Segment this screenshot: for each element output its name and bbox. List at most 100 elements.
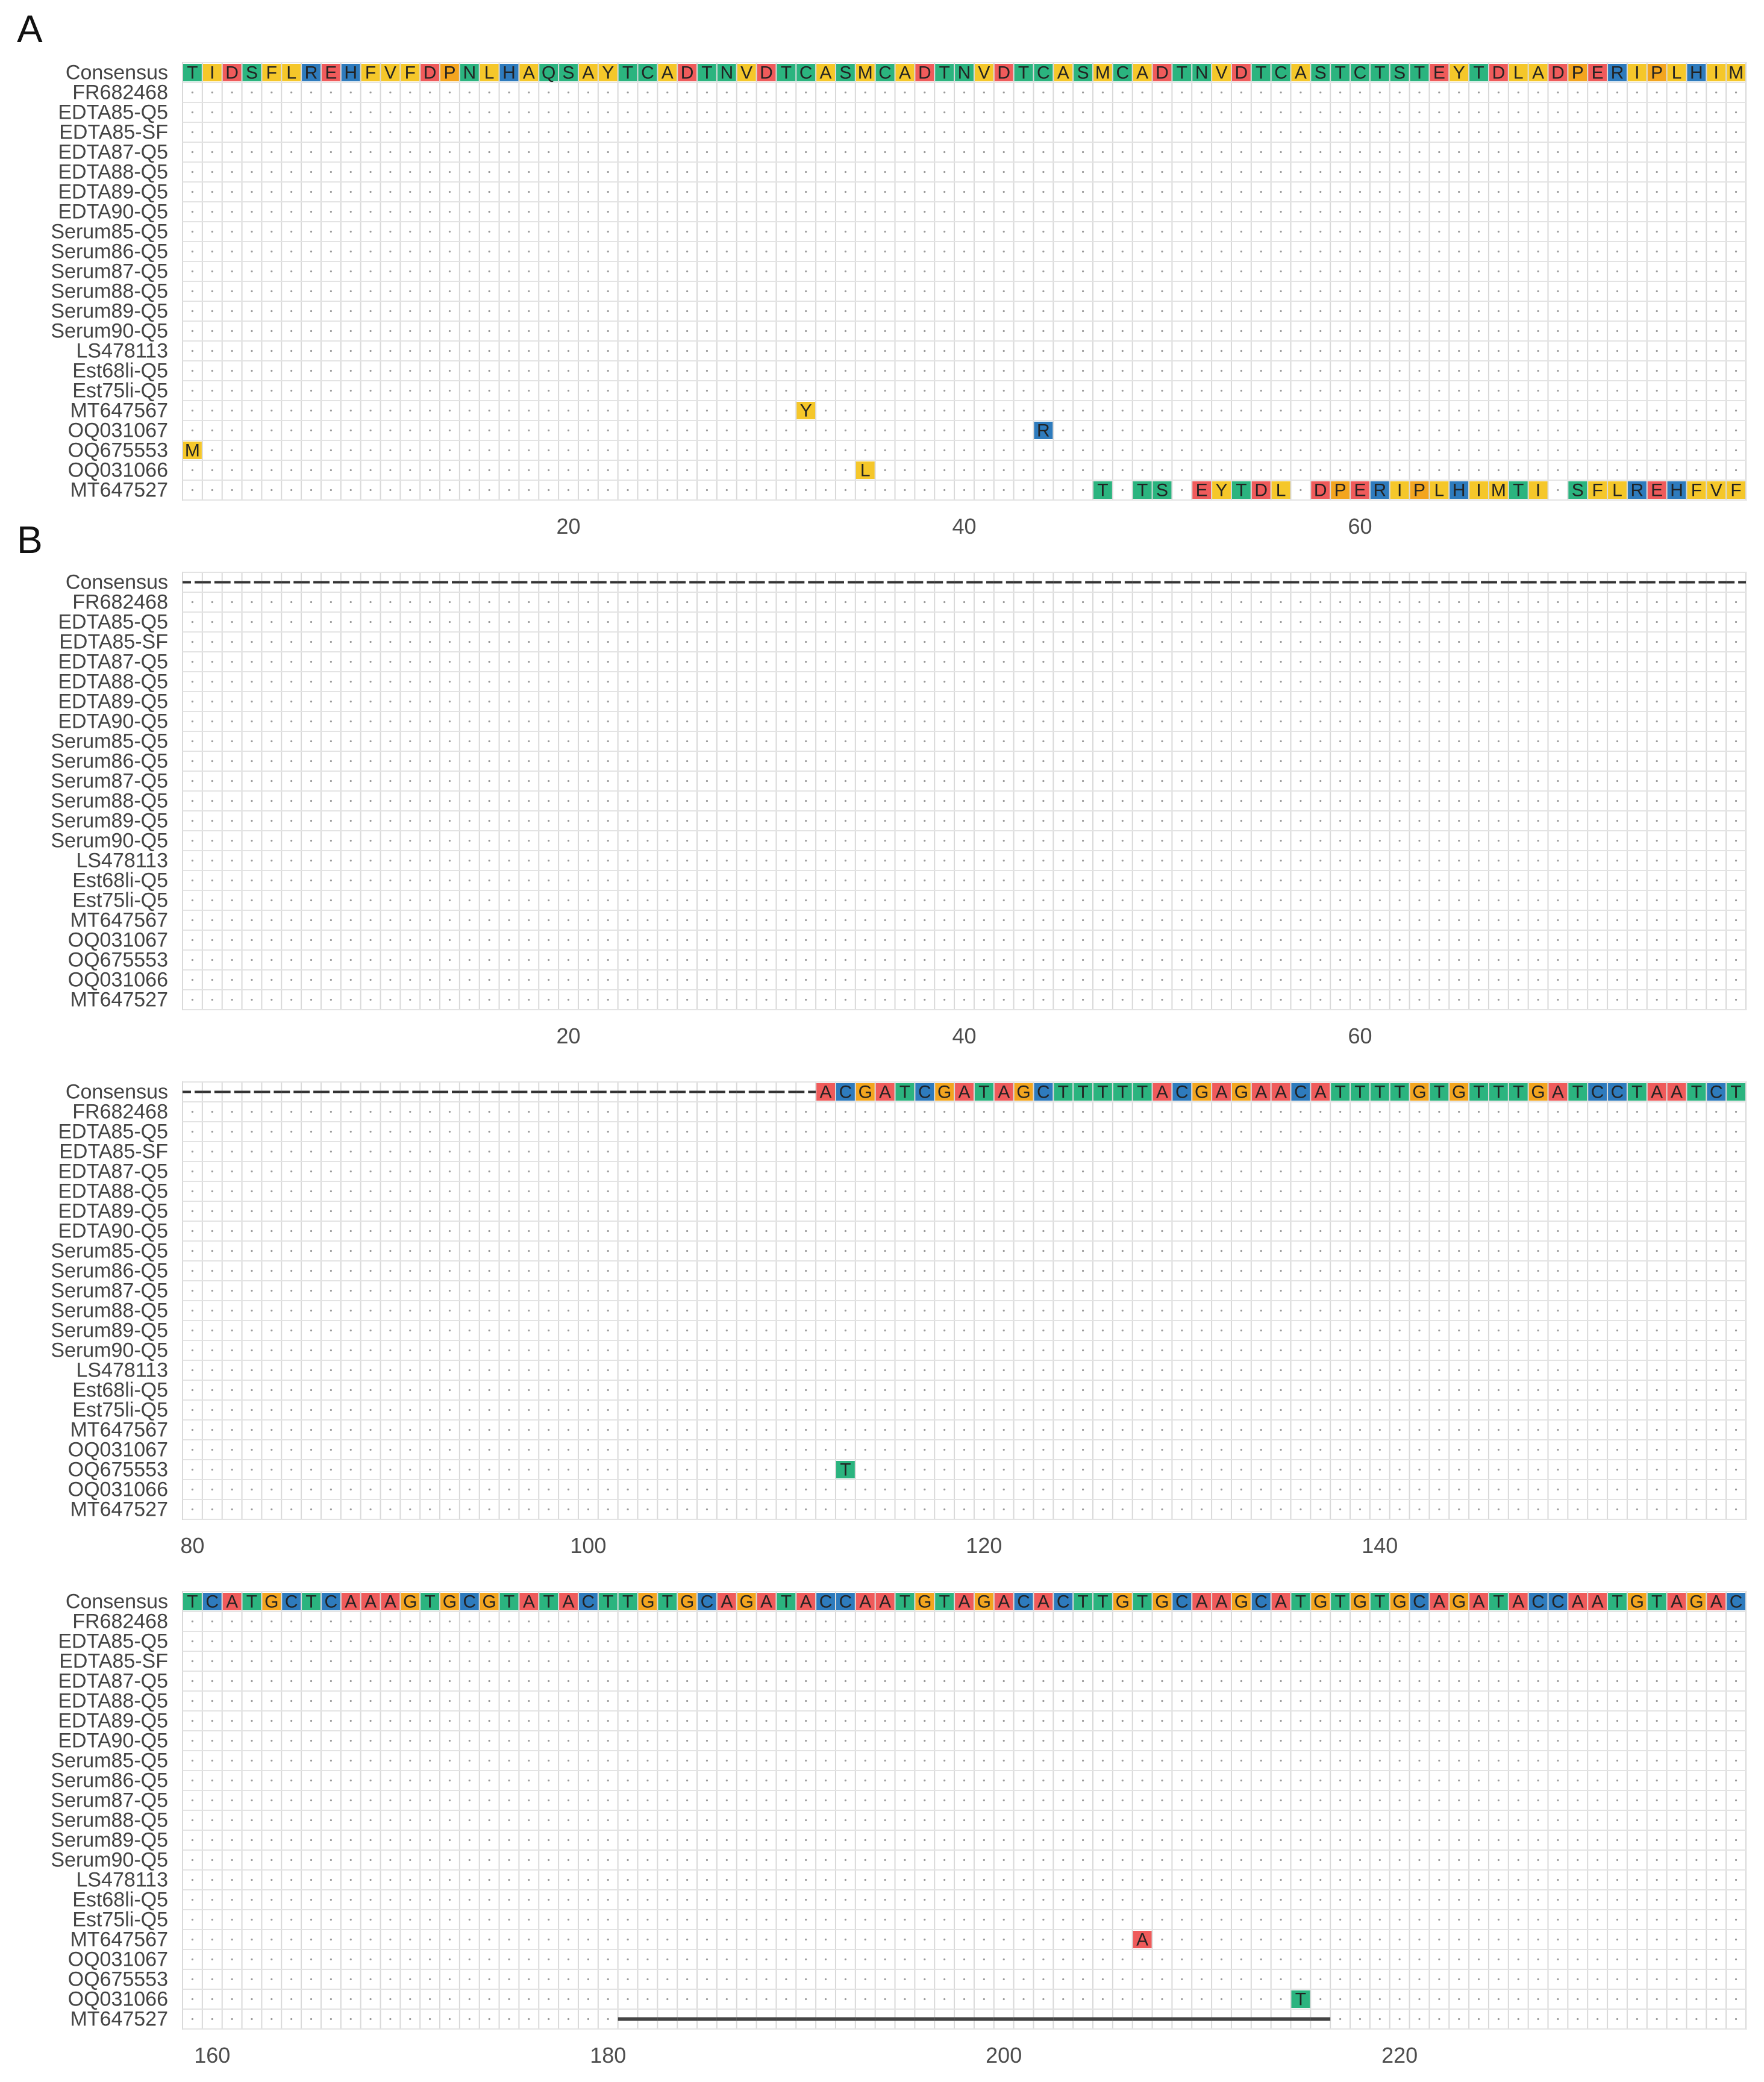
match-dot	[349, 290, 352, 293]
match-dot	[1339, 939, 1342, 942]
match-dot	[548, 1230, 550, 1233]
match-dot	[1101, 720, 1104, 723]
match-dot	[963, 210, 966, 213]
match-dot	[725, 720, 728, 723]
match-dot	[231, 1150, 233, 1153]
match-dot	[587, 409, 589, 412]
match-dot	[191, 409, 194, 412]
match-dot	[884, 349, 886, 352]
match-dot	[805, 1249, 807, 1252]
match-dot	[1319, 720, 1322, 723]
match-dot	[409, 919, 411, 922]
match-dot	[1260, 409, 1262, 412]
match-dot	[943, 290, 946, 293]
match-dot	[488, 111, 490, 114]
match-dot	[1161, 720, 1163, 723]
match-dot	[1438, 369, 1440, 372]
match-dot	[1517, 1210, 1519, 1213]
match-dot	[290, 1309, 293, 1312]
match-dot	[745, 409, 748, 412]
row-label: Serum89-Q5	[51, 810, 168, 833]
match-dot	[824, 151, 827, 154]
match-dot	[1438, 799, 1440, 802]
match-dot	[1062, 899, 1065, 902]
match-dot	[963, 760, 966, 763]
match-dot	[607, 879, 609, 882]
match-dot	[1497, 409, 1500, 412]
match-dot	[1537, 700, 1539, 703]
match-dot	[528, 621, 530, 624]
match-dot	[1359, 1269, 1362, 1272]
match-dot	[271, 998, 273, 1001]
match-dot	[1161, 170, 1163, 174]
match-dot	[448, 640, 451, 643]
match-dot	[1141, 1130, 1143, 1133]
match-dot	[330, 621, 332, 624]
match-dot	[1280, 230, 1282, 233]
match-dot	[429, 409, 431, 412]
residue-letter: H	[1670, 481, 1683, 501]
match-dot	[251, 1289, 253, 1292]
match-dot	[508, 640, 510, 643]
match-dot	[1260, 1210, 1262, 1213]
match-dot	[330, 1170, 332, 1173]
match-dot	[1695, 409, 1698, 412]
match-dot	[1081, 1329, 1084, 1332]
match-dot	[924, 111, 926, 114]
match-dot	[508, 700, 510, 703]
match-dot	[705, 1110, 708, 1113]
match-dot	[765, 799, 768, 802]
match-dot	[1438, 621, 1440, 624]
match-dot	[705, 819, 708, 822]
match-dot	[1656, 1130, 1658, 1133]
match-dot	[1101, 1130, 1104, 1133]
match-dot	[1339, 409, 1342, 412]
match-dot	[1062, 919, 1065, 922]
match-dot	[943, 720, 946, 723]
match-dot	[1319, 310, 1322, 313]
match-dot	[1398, 660, 1401, 663]
match-dot	[409, 131, 411, 134]
match-dot	[1458, 1289, 1460, 1292]
residue-cell	[183, 64, 202, 81]
match-dot	[369, 1309, 372, 1312]
match-dot	[765, 1269, 768, 1272]
match-dot	[528, 660, 530, 663]
residue-letter: D	[1492, 63, 1506, 83]
match-dot	[1656, 1329, 1658, 1332]
match-dot	[389, 1210, 392, 1213]
match-dot	[488, 349, 490, 352]
match-dot	[1062, 700, 1065, 703]
match-dot	[231, 799, 233, 802]
match-dot	[1577, 91, 1579, 94]
match-dot	[1398, 1329, 1401, 1332]
match-dot	[1359, 879, 1362, 882]
match-dot	[1715, 839, 1718, 842]
match-dot	[1438, 680, 1440, 683]
match-dot	[251, 1210, 253, 1213]
match-dot	[191, 270, 194, 273]
match-dot	[1695, 290, 1698, 293]
match-dot	[1319, 939, 1322, 942]
match-dot	[429, 230, 431, 233]
match-dot	[1675, 958, 1678, 961]
match-dot	[904, 190, 906, 193]
match-dot	[1240, 939, 1242, 942]
match-dot	[943, 310, 946, 313]
match-dot	[1081, 700, 1084, 703]
match-dot	[1458, 919, 1460, 922]
match-dot	[1141, 720, 1143, 723]
match-dot	[904, 1110, 906, 1113]
residue-cell	[875, 64, 895, 81]
match-dot	[1695, 919, 1698, 922]
match-dot	[1458, 1249, 1460, 1252]
match-dot	[251, 958, 253, 961]
match-dot	[1022, 859, 1025, 862]
match-dot	[1121, 879, 1124, 882]
match-dot	[1062, 1210, 1065, 1213]
match-dot	[409, 270, 411, 273]
match-dot	[1220, 170, 1223, 174]
match-dot	[1081, 1349, 1084, 1352]
match-dot	[824, 720, 827, 723]
match-dot	[805, 919, 807, 922]
